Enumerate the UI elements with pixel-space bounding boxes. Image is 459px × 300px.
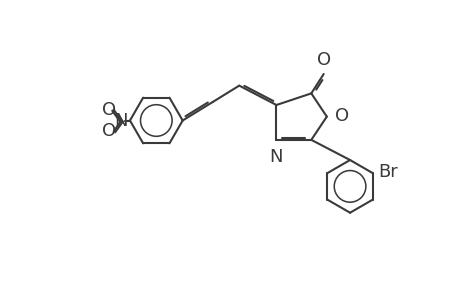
- Text: O: O: [335, 107, 349, 125]
- Text: N: N: [269, 148, 282, 166]
- Text: O: O: [316, 51, 330, 69]
- Text: Br: Br: [377, 163, 397, 181]
- Text: N: N: [114, 112, 128, 130]
- Text: O: O: [102, 122, 116, 140]
- Text: O: O: [102, 101, 116, 119]
